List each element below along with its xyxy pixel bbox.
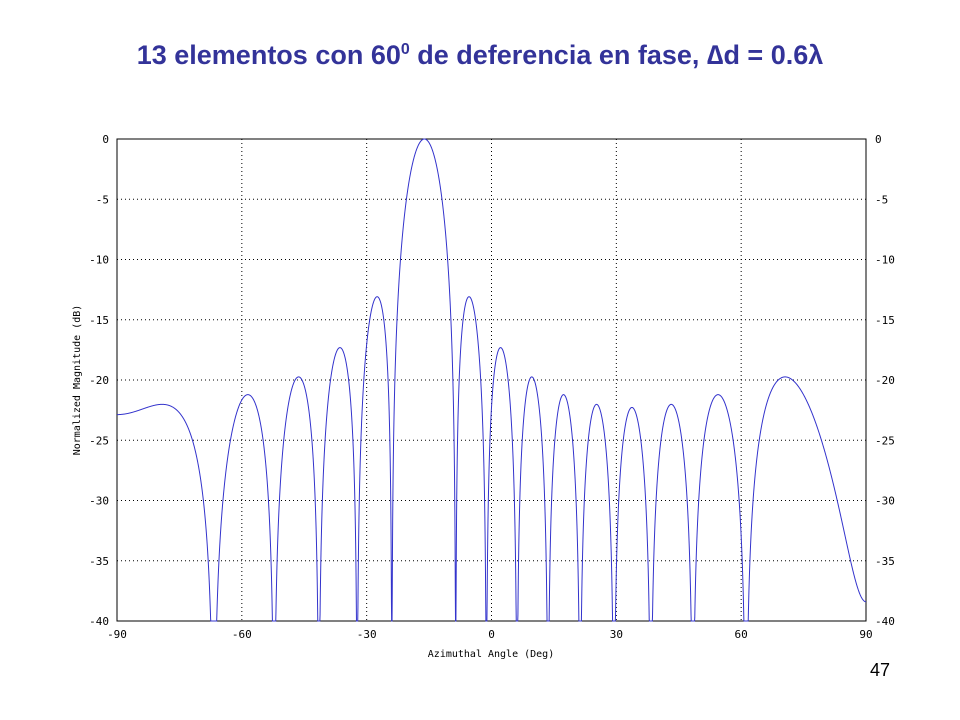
y-tick-label-left: -35 (89, 555, 109, 568)
y-tick-label-right: -10 (875, 254, 895, 267)
x-tick-label: 60 (735, 628, 748, 641)
tick-labels: -90 -60 -30 0 30 60 90 0 -5 -10 -15 -20 -25 -30 -35 -40… (89, 133, 895, 641)
delta-symbol: ∆ (706, 40, 724, 70)
y-tick-label-left: -20 (89, 374, 109, 387)
x-axis-label: Azimuthal Angle (Deg) (428, 649, 554, 660)
y-tick-label-right: -15 (875, 314, 895, 327)
y-tick-label-right: -25 (875, 434, 895, 447)
y-tick-label-right: -5 (875, 193, 888, 206)
title-text: 13 elementos con 60 (136, 40, 401, 70)
x-tick-label: 30 (610, 628, 623, 641)
title-superscript: 0 (400, 41, 410, 58)
x-tick-label: -30 (357, 628, 377, 641)
plot-frame (116, 138, 867, 622)
y-tick-label-right: -35 (875, 555, 895, 568)
y-tick-label-left: -5 (96, 193, 109, 206)
page-number: 47 (870, 660, 891, 680)
x-tick-label: 0 (488, 628, 495, 641)
x-tick-label: -90 (107, 628, 127, 641)
title-text-rest: de deferencia en fase, (409, 40, 707, 70)
y-tick-label-left: 0 (102, 133, 109, 146)
x-tick-label: -60 (232, 628, 252, 641)
grid (117, 139, 866, 621)
y-axis-label: Normalized Magnitude (dB) (72, 305, 83, 456)
y-tick-label-left: -25 (89, 434, 109, 447)
y-tick-label-right: -30 (875, 495, 895, 508)
radiation-pattern-line (117, 138, 867, 622)
x-tick-label: 90 (859, 628, 872, 641)
y-tick-label-left: -40 (89, 615, 109, 628)
title-tail: d = 0.6λ (723, 40, 824, 70)
y-tick-label-left: -30 (89, 495, 109, 508)
y-tick-label-right: 0 (875, 133, 882, 146)
y-tick-label-left: -10 (89, 254, 109, 267)
y-tick-label-right: -40 (875, 615, 895, 628)
y-tick-label-right: -20 (875, 374, 895, 387)
slide-title: 13 elementos con 600 de deferencia en fa… (0, 40, 960, 71)
y-tick-label-left: -15 (89, 314, 109, 327)
